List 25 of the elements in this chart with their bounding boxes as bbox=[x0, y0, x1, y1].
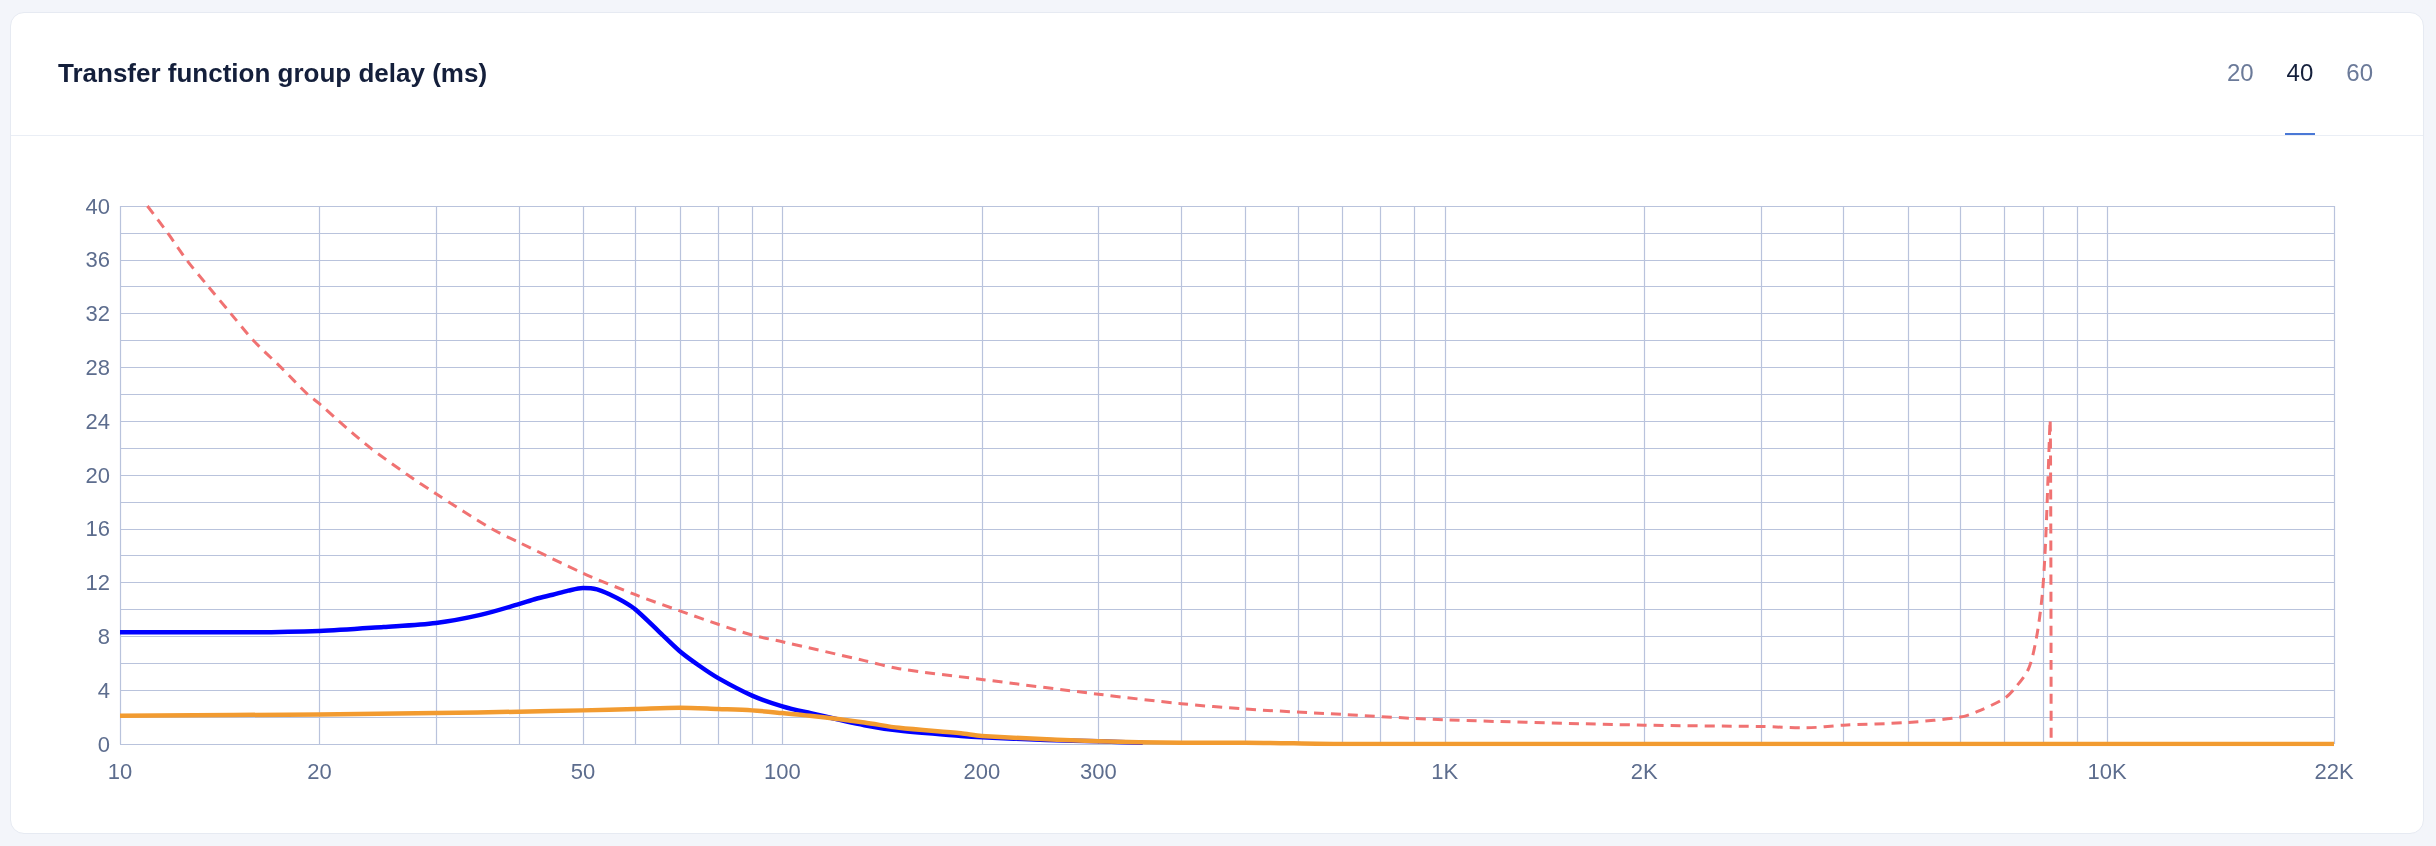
x-tick-label: 50 bbox=[570, 758, 596, 784]
x-tick-label: 10K bbox=[2087, 758, 2128, 784]
text: 20 bbox=[2226, 59, 2254, 86]
x-tick-label: 2K bbox=[1630, 758, 1658, 784]
y-tick-label: 24 bbox=[85, 408, 110, 434]
x-tick-label: 10 bbox=[107, 758, 133, 784]
y-tick-label: 4 bbox=[97, 677, 110, 703]
y-tick-label: 0 bbox=[97, 731, 110, 757]
y-tick-label: 36 bbox=[85, 247, 110, 273]
x-tick-label: 100 bbox=[764, 758, 801, 784]
text: 40 bbox=[2286, 59, 2314, 86]
y-tick-label: 20 bbox=[85, 462, 110, 488]
y-tick-label: 28 bbox=[85, 354, 110, 380]
x-tick-label: 20 bbox=[307, 758, 332, 784]
chart-title: Transfer function group delay (ms) bbox=[58, 57, 488, 90]
x-tick-label: 22K bbox=[2314, 758, 2354, 784]
x-tick-label: 300 bbox=[1080, 758, 1117, 784]
y-tick-label: 8 bbox=[97, 623, 110, 649]
y-tick-label: 12 bbox=[85, 570, 110, 596]
y-tick-label: 32 bbox=[85, 301, 110, 327]
y-tick-label: 40 bbox=[85, 193, 110, 219]
y-tick-label: 16 bbox=[85, 516, 110, 542]
x-tick-label: 200 bbox=[963, 758, 1001, 784]
x-tick-label: 1K bbox=[1431, 758, 1459, 784]
text: 60 bbox=[2346, 59, 2373, 86]
